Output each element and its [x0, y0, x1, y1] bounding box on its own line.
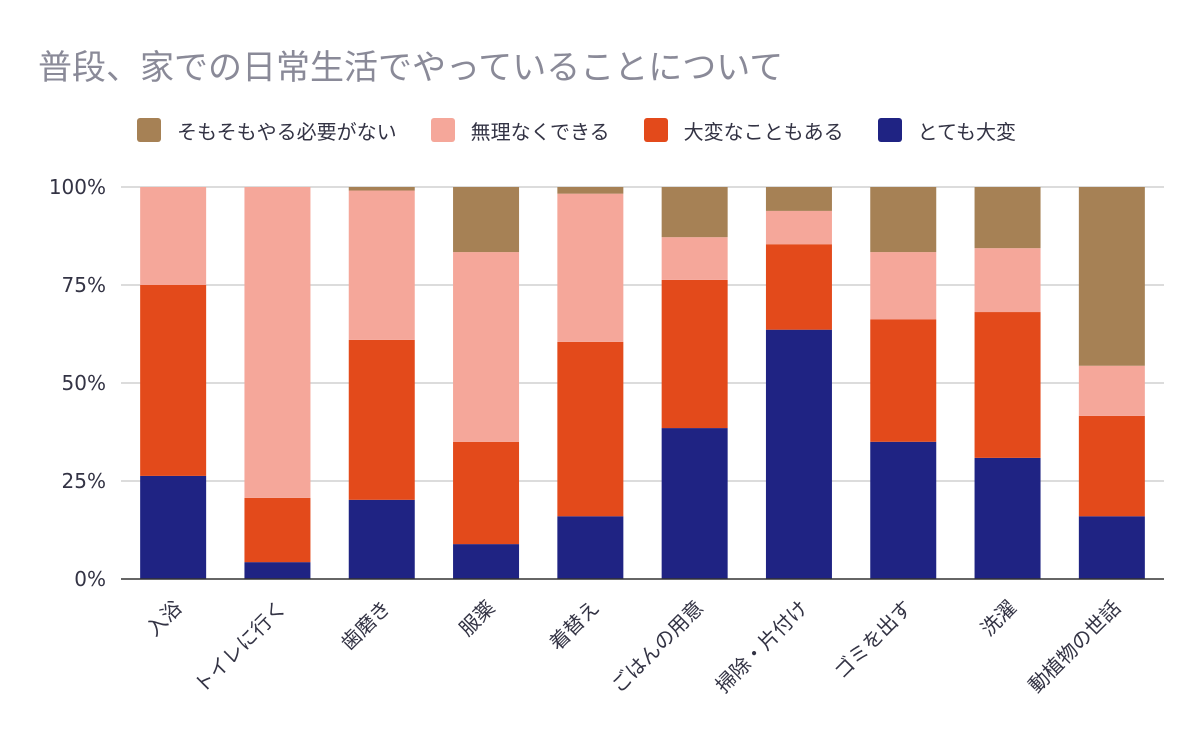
- bar-segment: [661, 237, 728, 280]
- x-tick-label: 歯磨き: [336, 596, 395, 655]
- x-tick-label: ゴミを出す: [829, 596, 917, 684]
- legend-swatch: [877, 118, 902, 142]
- bar-segment: [765, 244, 832, 330]
- y-tick-label: 0%: [74, 567, 106, 591]
- legend-item: そもそもやる必要がない: [137, 116, 397, 145]
- legend-label: 無理なくできる: [470, 119, 610, 144]
- bar-segment: [870, 319, 937, 442]
- bar-segment: [140, 475, 207, 579]
- bar-segment: [765, 187, 832, 211]
- bar-segment: [661, 187, 728, 238]
- bar-segment: [870, 187, 937, 253]
- bar-segment: [244, 497, 311, 563]
- legend-swatch: [643, 118, 668, 142]
- bar-segment: [453, 544, 520, 579]
- bar-segment: [1078, 365, 1145, 416]
- x-tick-label: 掃除・片付け: [711, 596, 813, 698]
- bars: [140, 187, 1145, 579]
- chart-title: 普段、家での日常生活でやっていることについて: [38, 48, 784, 88]
- legend-item: とても大変: [877, 116, 1017, 145]
- x-tick-label: トイレに行く: [189, 596, 291, 698]
- bar-segment: [348, 187, 415, 191]
- x-tick-label: 動植物の世話: [1024, 596, 1126, 698]
- bar-segment: [765, 210, 832, 245]
- y-tick-label: 25%: [62, 469, 106, 493]
- bar-segment: [244, 187, 311, 498]
- bar-segment: [974, 312, 1041, 458]
- x-tick-label: 着替え: [544, 596, 603, 655]
- bar-segment: [453, 187, 520, 253]
- legend-swatch: [137, 118, 161, 142]
- bar-segment: [244, 562, 311, 579]
- bar-segment: [557, 187, 624, 194]
- bar-segment: [348, 190, 415, 340]
- legend-swatch: [430, 118, 455, 142]
- y-tick-label: 100%: [49, 175, 106, 199]
- bar-segment: [974, 187, 1041, 249]
- bar-segment: [453, 252, 520, 442]
- y-tick-label: 50%: [62, 371, 106, 395]
- legend-label: 大変なこともある: [683, 119, 844, 144]
- bar-segment: [1078, 187, 1145, 366]
- bar-segment: [557, 341, 624, 517]
- bar-segment: [1078, 415, 1145, 517]
- bar-segment: [348, 499, 415, 579]
- legend-item: 無理なくできる: [430, 116, 610, 145]
- x-tick-label: 入浴: [141, 596, 186, 641]
- bar-segment: [140, 285, 207, 476]
- legend-label: そもそもやる必要がない: [177, 119, 397, 144]
- bar-segment: [661, 428, 728, 579]
- bar-segment: [348, 339, 415, 500]
- bar-segment: [765, 329, 832, 579]
- x-tick-label: 洗濯: [976, 596, 1021, 641]
- bar-segment: [974, 248, 1041, 313]
- bar-segment: [870, 441, 937, 579]
- y-tick-label: 75%: [62, 273, 106, 297]
- bar-segment: [557, 193, 624, 342]
- legend-item: 大変なこともある: [643, 116, 844, 145]
- x-tick-label: 服薬: [454, 596, 499, 641]
- bar-segment: [661, 279, 728, 429]
- bar-segment: [870, 252, 937, 320]
- bar-segment: [1078, 516, 1145, 579]
- bar-segment: [974, 457, 1041, 579]
- legend-label: とても大変: [917, 119, 1017, 144]
- bar-segment: [140, 187, 207, 285]
- bar-segment: [453, 441, 520, 545]
- x-tick-label: ごはんの用意: [606, 596, 708, 698]
- bar-segment: [557, 516, 624, 579]
- legend: そもそもやる必要がない 無理なくできる 大変なこともある とても大変: [137, 116, 1050, 144]
